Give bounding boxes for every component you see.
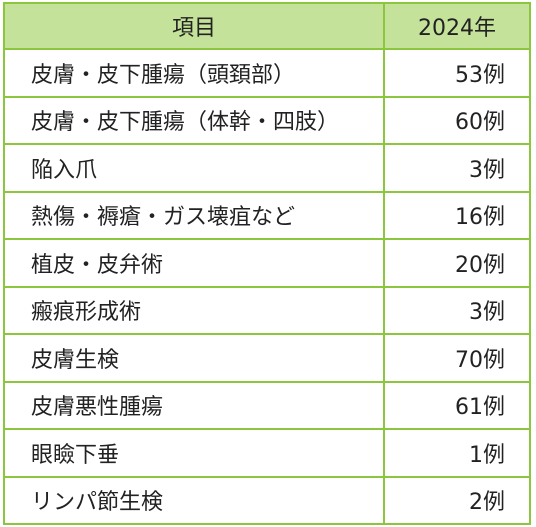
row-item: リンパ節生検: [3, 475, 385, 525]
header-item: 項目: [3, 2, 385, 50]
table-row: 熱傷・褥瘡・ガス壊疽など 16例: [3, 190, 531, 240]
row-count: 16例: [383, 190, 531, 240]
table-row: 陥入爪 3例: [3, 143, 531, 193]
row-count: 1例: [383, 428, 531, 478]
row-count: 2例: [383, 475, 531, 525]
table-row: リンパ節生検 2例: [3, 475, 531, 525]
table-row: 皮膚悪性腫瘍 61例: [3, 380, 531, 430]
table-row: 皮膚・皮下腫瘍（体幹・四肢） 60例: [3, 95, 531, 145]
row-item: 植皮・皮弁術: [3, 238, 385, 288]
table-row: 植皮・皮弁術 20例: [3, 238, 531, 288]
row-count: 61例: [383, 380, 531, 430]
row-item: 皮膚悪性腫瘍: [3, 380, 385, 430]
row-item: 皮膚・皮下腫瘍（頭頚部）: [3, 48, 385, 98]
row-count: 3例: [383, 143, 531, 193]
row-item: 眼瞼下垂: [3, 428, 385, 478]
row-item: 瘢痕形成術: [3, 285, 385, 335]
row-count: 70例: [383, 333, 531, 383]
row-count: 3例: [383, 285, 531, 335]
row-item: 皮膚生検: [3, 333, 385, 383]
row-item: 熱傷・褥瘡・ガス壊疽など: [3, 190, 385, 240]
row-item: 皮膚・皮下腫瘍（体幹・四肢）: [3, 95, 385, 145]
table-row: 皮膚・皮下腫瘍（頭頚部） 53例: [3, 48, 531, 98]
row-item: 陥入爪: [3, 143, 385, 193]
row-count: 20例: [383, 238, 531, 288]
row-count: 53例: [383, 48, 531, 98]
table-body: 皮膚・皮下腫瘍（頭頚部） 53例 皮膚・皮下腫瘍（体幹・四肢） 60例 陥入爪 …: [3, 48, 531, 525]
header-row: 項目 2024年: [3, 2, 531, 50]
table-row: 皮膚生検 70例: [3, 333, 531, 383]
surgery-stats-table: 項目 2024年 皮膚・皮下腫瘍（頭頚部） 53例 皮膚・皮下腫瘍（体幹・四肢）…: [3, 2, 531, 525]
header-year: 2024年: [383, 2, 531, 50]
table-header: 項目 2024年: [3, 2, 531, 50]
table-row: 眼瞼下垂 1例: [3, 428, 531, 478]
table-row: 瘢痕形成術 3例: [3, 285, 531, 335]
row-count: 60例: [383, 95, 531, 145]
